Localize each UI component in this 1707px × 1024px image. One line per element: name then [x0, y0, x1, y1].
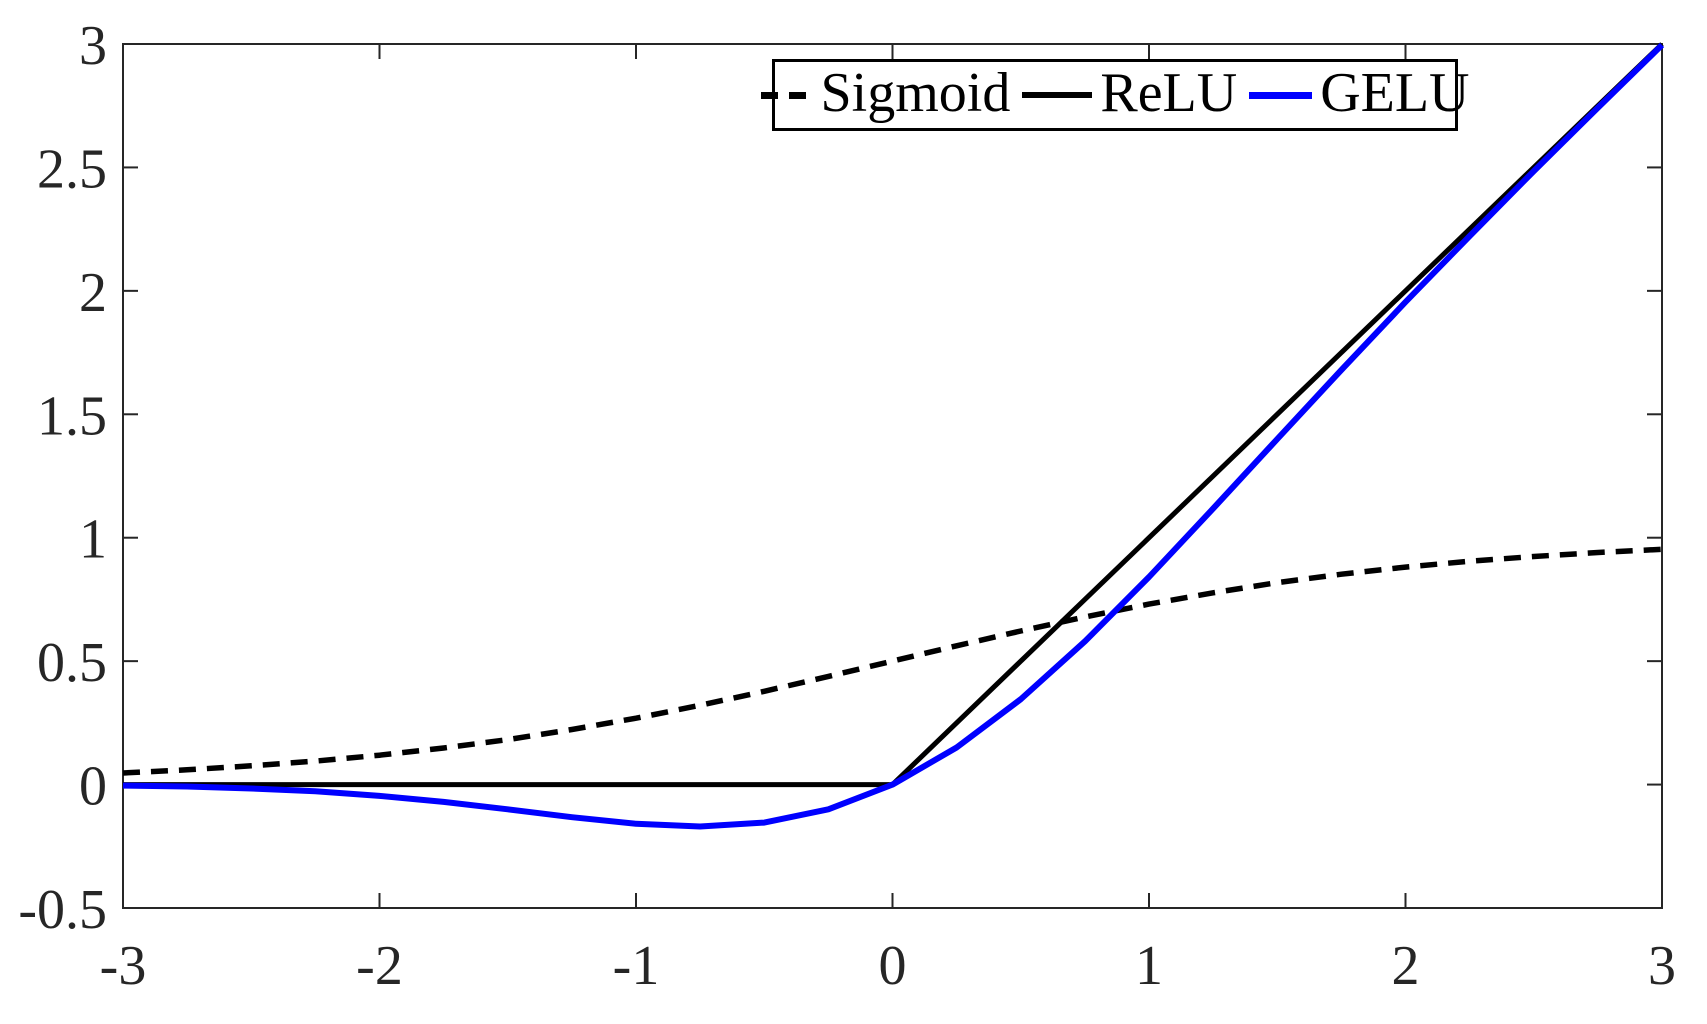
x-tick-label: -2	[356, 935, 403, 997]
y-tick-label: 0	[79, 756, 107, 818]
legend-entry-gelu: GELU	[1249, 62, 1470, 124]
legend-label-sigmoid: Sigmoid	[820, 62, 1011, 124]
y-tick-label: 1	[79, 509, 107, 571]
legend-entry-sigmoid: Sigmoid	[760, 62, 1011, 124]
x-tick-label: 2	[1392, 935, 1420, 997]
series-line-sigmoid	[122, 546, 1663, 776]
x-tick-label: -1	[613, 935, 660, 997]
legend-box: Sigmoid ReLU GELU	[760, 59, 1470, 131]
y-tick-label: 2.5	[37, 138, 107, 200]
y-tick-label: 1.5	[37, 385, 107, 447]
y-tick-label: 3	[79, 15, 107, 77]
series-line-relu	[123, 42, 1664, 788]
gelu-solid-line-sample	[1249, 91, 1313, 99]
x-tick-label: -3	[100, 935, 147, 997]
axes-box	[122, 43, 1663, 909]
x-tick-label: 0	[879, 935, 907, 997]
y-tick-label: 2	[79, 262, 107, 324]
legend-entry-relu: ReLU	[1022, 62, 1238, 124]
series-line-gelu	[122, 42, 1665, 830]
x-tick-label: 1	[1135, 935, 1163, 997]
legend-label-relu: ReLU	[1100, 62, 1238, 124]
legend-label-gelu: GELU	[1320, 62, 1470, 124]
sigmoid-dashed-line-sample	[760, 91, 813, 99]
y-tick-label: -0.5	[18, 879, 107, 941]
relu-solid-line-sample	[1022, 92, 1093, 98]
x-tick-label: 3	[1648, 935, 1676, 997]
y-tick-label: 0.5	[37, 632, 107, 694]
